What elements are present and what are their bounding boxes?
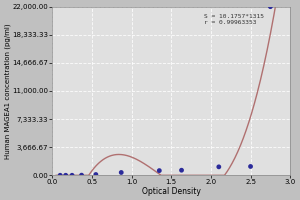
Point (79, 174, 84, 177)
Point (179, 169, 184, 172)
Point (268, 5, 273, 8)
Point (70, 174, 74, 177)
Text: S = 10.1757*1315
r = 0.99963353: S = 10.1757*1315 r = 0.99963353 (204, 14, 264, 25)
Point (248, 165, 253, 168)
Point (58, 174, 63, 177)
Point (119, 171, 124, 174)
Point (157, 169, 162, 172)
Y-axis label: Human MAGEA1 concentration (pg/ml): Human MAGEA1 concentration (pg/ml) (4, 23, 11, 159)
Point (63, 174, 68, 177)
Point (94, 173, 98, 176)
Point (216, 165, 221, 168)
X-axis label: Optical Density: Optical Density (142, 187, 201, 196)
